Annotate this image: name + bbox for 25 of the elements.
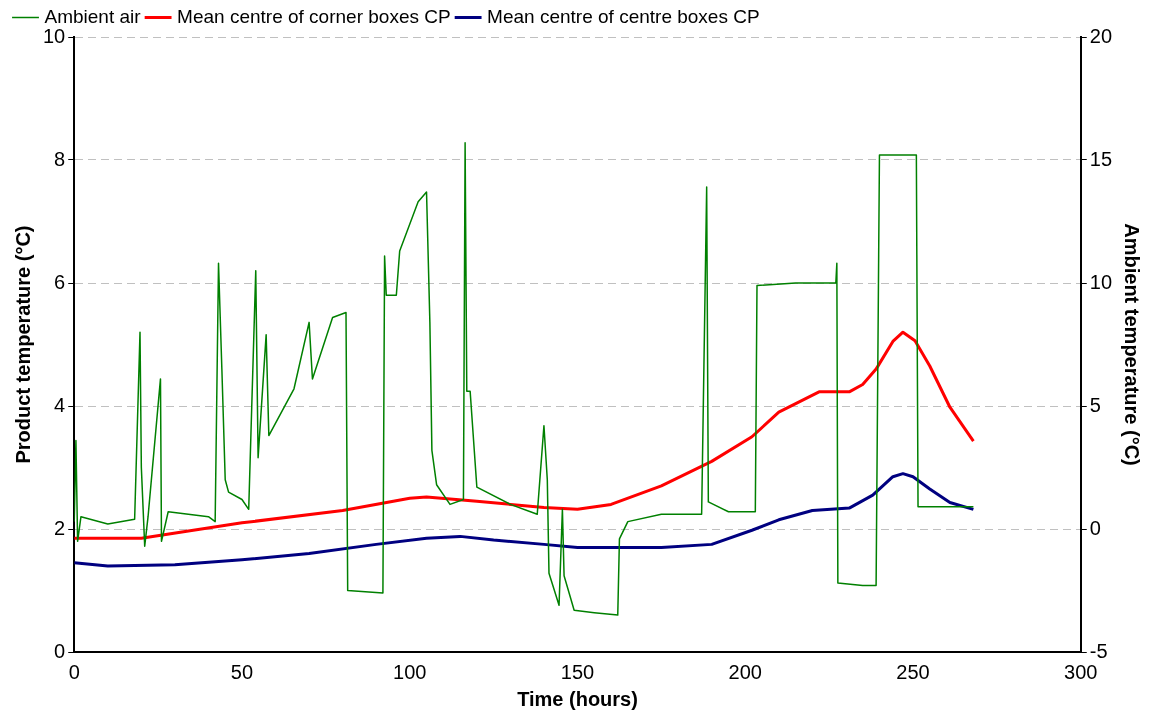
- x-tick-label: 200: [728, 660, 762, 683]
- legend-label: Mean centre of centre boxes CP: [487, 5, 760, 27]
- x-tick-label: 250: [896, 660, 930, 683]
- legend-label: Mean centre of corner boxes CP: [177, 5, 451, 27]
- y-tick-label: 6: [54, 270, 66, 293]
- y2-tick-label: -5: [1089, 639, 1108, 662]
- y2-tick-label: 10: [1089, 270, 1112, 293]
- y2-axis-title: Ambient temperature (°C): [1121, 223, 1144, 466]
- x-tick-label: 150: [560, 660, 595, 683]
- y-tick-label: 10: [43, 24, 66, 47]
- y-axis-title: Product temperature (°C): [11, 225, 34, 464]
- x-tick-label: 100: [393, 660, 427, 683]
- y2-tick-label: 15: [1089, 147, 1112, 170]
- y2-tick-label: 20: [1089, 24, 1112, 47]
- y-tick-label: 8: [54, 147, 66, 170]
- y-tick-label: 4: [54, 393, 66, 416]
- x-axis-title: Time (hours): [517, 687, 638, 710]
- y2-tick-label: 5: [1089, 393, 1101, 416]
- x-tick-label: 300: [1064, 660, 1098, 683]
- legend-label: Ambient air: [44, 5, 142, 27]
- x-tick-label: 0: [68, 660, 80, 683]
- y-tick-label: 2: [54, 516, 66, 539]
- y-tick-label: 0: [54, 639, 66, 662]
- x-tick-label: 50: [230, 660, 254, 683]
- y2-tick-label: 0: [1089, 516, 1101, 539]
